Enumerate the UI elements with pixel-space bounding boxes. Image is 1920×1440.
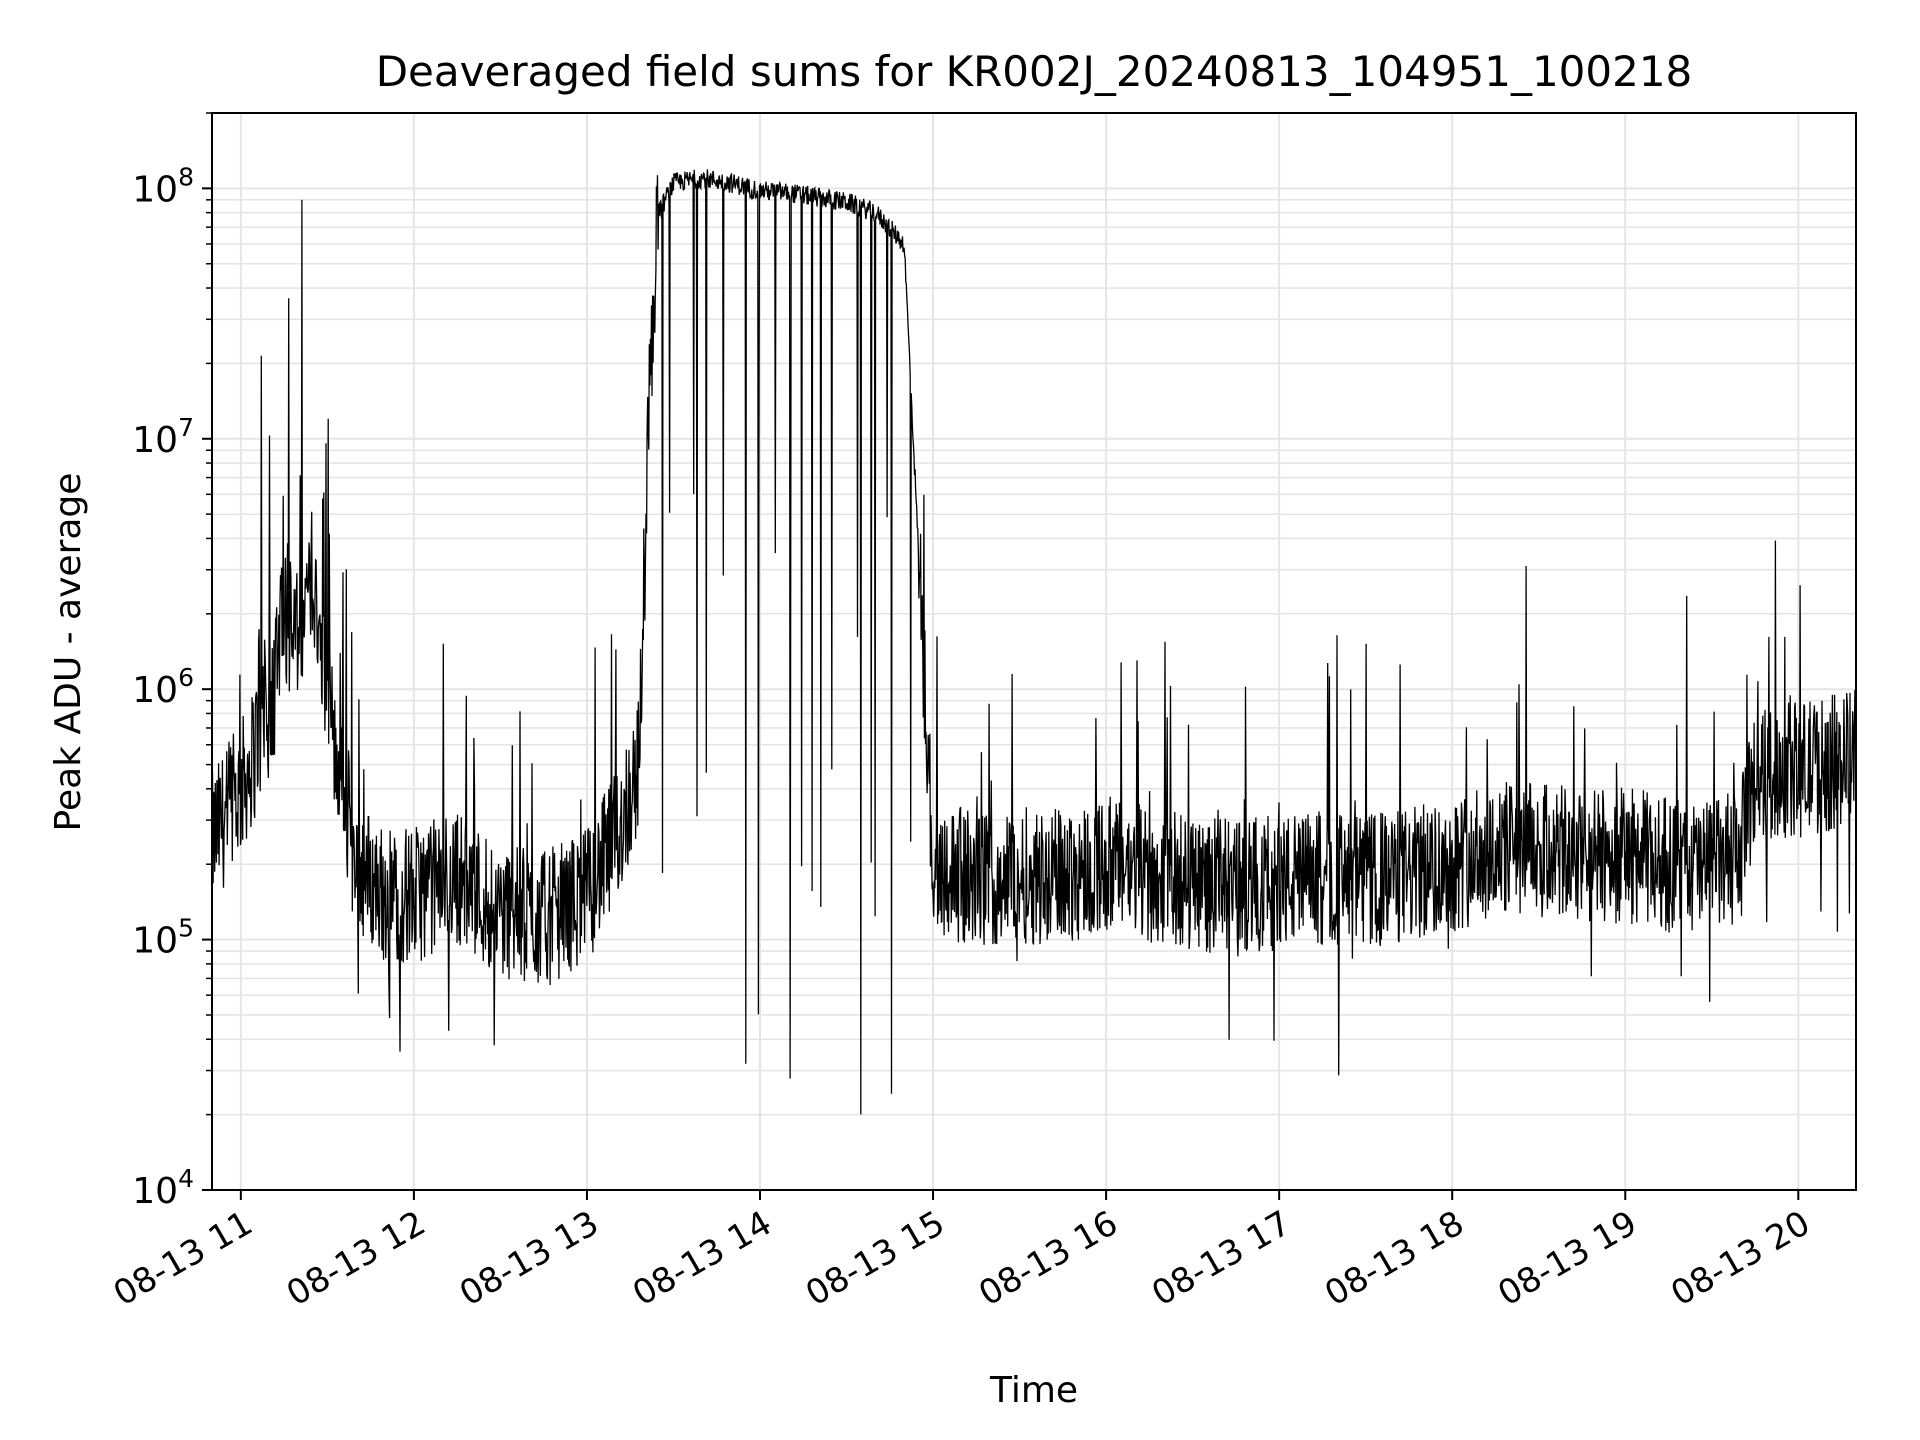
plot-frame xyxy=(211,112,1857,1191)
series-line xyxy=(211,169,1857,1115)
y-tick-label: 107 xyxy=(132,413,194,461)
y-tick-label: 108 xyxy=(132,162,194,210)
x-axis-label: Time xyxy=(989,1370,1078,1411)
y-tick-label: 104 xyxy=(132,1164,194,1212)
y-tick-label: 106 xyxy=(132,663,194,711)
chart-title: Deaveraged field sums for KR002J_2024081… xyxy=(376,47,1693,96)
y-axis-label: Peak ADU - average xyxy=(48,473,89,832)
y-tick-label: 105 xyxy=(132,914,194,962)
